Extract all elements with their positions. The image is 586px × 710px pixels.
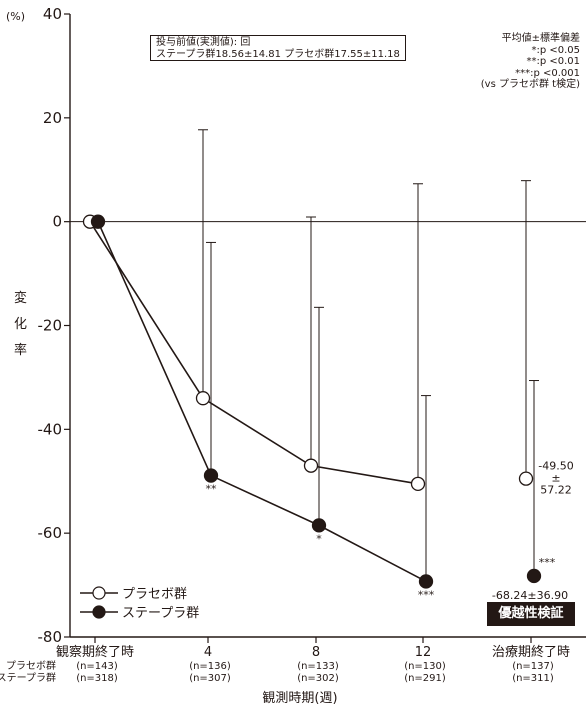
row-label-stapra: ステープラ群 <box>0 671 56 684</box>
stats-note-line: 平均値±標準偏差 <box>501 33 580 44</box>
stapra-end-value: -68.24±36.90 <box>492 589 568 602</box>
x-tick-label: 治療期終了時 <box>492 644 570 660</box>
y-axis-label-char: 率 <box>14 342 27 358</box>
n-placebo-label: (n=133) <box>297 661 339 672</box>
axes <box>64 13 586 643</box>
significance-label: *** <box>418 588 435 601</box>
series-lines <box>89 221 427 583</box>
open-circle-marker-icon <box>80 585 118 600</box>
significance-label: *** <box>539 556 556 569</box>
y-tick-label: -40 <box>38 420 63 438</box>
legend-label-stapra: ステープラ群 <box>122 606 200 621</box>
x-tick-label: 12 <box>415 645 432 660</box>
baseline-note: 投与前値(実測値): 回 ステープラ群18.56±14.81 プラセボ群17.5… <box>150 35 406 61</box>
stats-note-line: (vs プラセボ群 t検定) <box>480 79 580 90</box>
legend-label-placebo: プラセボ群 <box>122 587 188 602</box>
n-stapra-label: (n=302) <box>297 673 339 684</box>
baseline-note-line1: 投与前値(実測値): 回 <box>156 37 251 48</box>
series-line <box>97 221 427 583</box>
significance-label: ** <box>206 483 218 496</box>
x-tick-label: 8 <box>312 645 320 660</box>
y-tick-label: 0 <box>52 213 62 231</box>
data-point-open <box>410 476 426 491</box>
legend: プラセボ群 ステープラ群 <box>80 583 199 621</box>
legend-item-stapra: ステープラ群 <box>80 602 199 621</box>
data-markers <box>82 214 542 589</box>
chart-labels: 40200-20-40-60-80(%)変化率観察期終了時(n=143)(n=3… <box>0 5 574 706</box>
x-tick-label: 4 <box>204 645 212 660</box>
x-tick-label: 観察期終了時 <box>56 644 134 660</box>
y-unit-label: (%) <box>6 10 25 23</box>
stats-note-line: *:p <0.05 <box>531 44 580 56</box>
error-bars <box>198 129 539 582</box>
baseline-note-line2: ステープラ群18.56±14.81 プラセボ群17.55±11.18 <box>156 49 400 60</box>
data-point-filled <box>90 214 106 229</box>
n-stapra-label: (n=307) <box>189 673 231 684</box>
statistics-note: 平均値±標準偏差 *:p <0.05 **:p <0.01 ***:p <0.0… <box>481 33 580 91</box>
y-tick-label: -60 <box>38 524 63 542</box>
x-axis-title: 観測時期(週) <box>262 691 337 706</box>
placebo-end-value: ± <box>551 472 560 485</box>
stats-note-line: **:p <0.01 <box>526 56 580 67</box>
n-placebo-label: (n=130) <box>404 661 446 672</box>
placebo-end-value: -49.50 <box>538 460 573 473</box>
n-placebo-label: (n=136) <box>189 661 231 672</box>
filled-circle-marker-icon <box>80 604 118 619</box>
stats-note-line: ***:p <0.001 <box>515 67 580 79</box>
significance-label: * <box>316 532 322 545</box>
data-point-filled <box>526 568 542 584</box>
legend-item-placebo: プラセボ群 <box>80 583 199 602</box>
n-placebo-label: (n=137) <box>512 661 554 672</box>
n-stapra-label: (n=318) <box>76 673 118 684</box>
data-point-filled <box>311 518 327 533</box>
data-point-open <box>195 391 211 406</box>
n-stapra-label: (n=291) <box>404 673 446 684</box>
data-point-open <box>303 458 319 473</box>
n-stapra-label: (n=311) <box>512 673 554 684</box>
y-tick-label: -20 <box>38 317 63 335</box>
superiority-badge: 優越性検証 <box>487 602 575 626</box>
placebo-end-value: 57.22 <box>540 484 572 497</box>
y-axis-label-char: 化 <box>14 317 27 332</box>
y-axis-label-char: 変 <box>14 290 27 306</box>
y-tick-label: 40 <box>43 5 62 23</box>
data-point-open <box>518 471 534 486</box>
y-tick-label: 20 <box>43 109 62 127</box>
series-line <box>89 221 419 485</box>
data-point-filled <box>203 468 219 483</box>
data-point-filled <box>418 574 434 589</box>
row-label-placebo: プラセボ群 <box>6 659 56 672</box>
n-placebo-label: (n=143) <box>76 661 118 672</box>
y-tick-label: -80 <box>38 628 63 646</box>
